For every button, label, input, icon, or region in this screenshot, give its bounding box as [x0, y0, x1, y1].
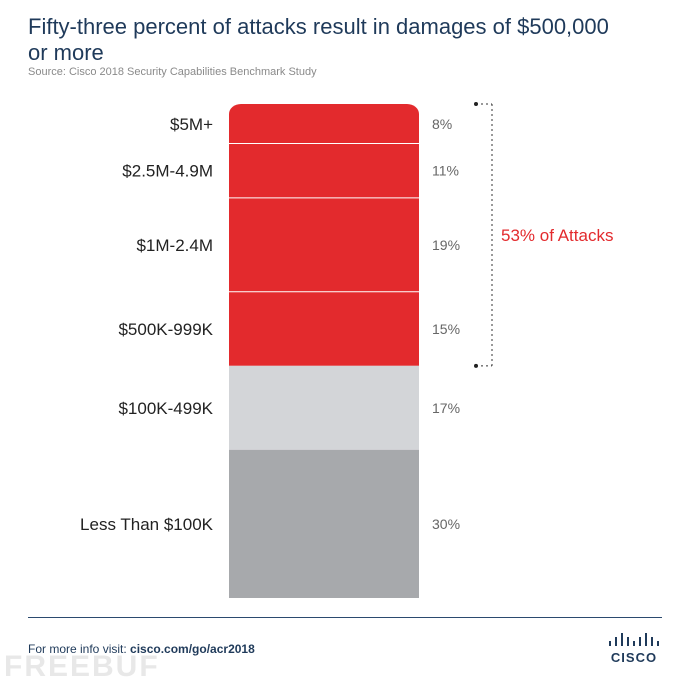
category-label: $1M-2.4M [136, 236, 213, 255]
watermark: FREEBUF [4, 650, 160, 683]
chart-source: Source: Cisco 2018 Security Capabilities… [28, 66, 317, 78]
value-label: 8% [432, 116, 452, 132]
bar-segment [229, 449, 419, 598]
bracket-dot [474, 102, 478, 106]
value-label: 17% [432, 400, 460, 416]
annotation-label: 53% of Attacks [501, 226, 613, 245]
category-label: $5M+ [170, 115, 213, 134]
footer-prefix: For more info visit: [28, 642, 131, 656]
category-label: $100K-499K [118, 399, 213, 418]
cisco-bars-icon [609, 633, 659, 646]
footer-info: For more info visit: cisco.com/go/acr201… [28, 642, 255, 656]
category-label: Less Than $100K [80, 515, 214, 534]
cisco-logo: CISCO [606, 632, 662, 666]
value-label: 11% [432, 163, 459, 179]
value-label: 19% [432, 237, 460, 253]
chart-title: Fifty-three percent of attacks result in… [28, 14, 609, 65]
bracket-dot [474, 363, 478, 368]
category-label: $500K-999K [118, 320, 213, 339]
footer-link[interactable]: cisco.com/go/acr2018 [130, 642, 255, 656]
bar-segment [229, 114, 419, 144]
bar-segment [229, 143, 419, 198]
cisco-logo-text: CISCO [610, 650, 658, 665]
bar-segment [229, 291, 419, 366]
stacked-bar-chart: $5M+ 8% $2.5M-4.9M 11% $1M-2.4M 19% $500K-999K… [80, 102, 613, 598]
category-label: $2.5M-4.9M [122, 162, 213, 181]
value-label: 30% [432, 516, 460, 532]
bar-segment [229, 197, 419, 292]
footer-divider [28, 617, 662, 618]
bar-segment [229, 365, 419, 450]
value-label: 15% [432, 321, 460, 337]
